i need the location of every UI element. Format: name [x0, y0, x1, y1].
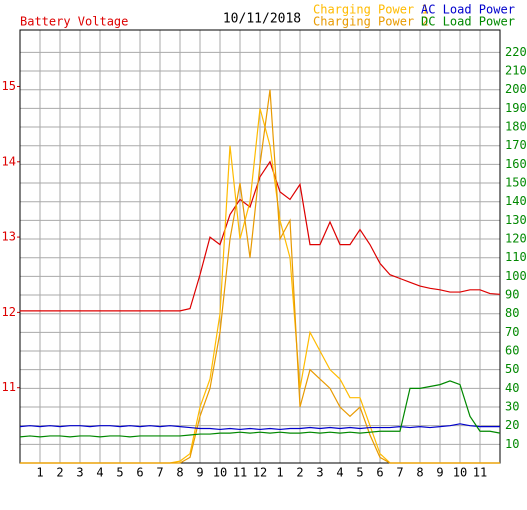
y2-tick-label: 210 — [505, 64, 527, 78]
series-line — [19, 423, 500, 431]
y2-tick-label: 180 — [505, 120, 527, 134]
x-tick-label: 1 — [36, 466, 43, 480]
y2-tick-label: 130 — [505, 213, 527, 227]
x-tick-label: 9 — [196, 466, 203, 480]
y2-tick-label: 160 — [505, 157, 527, 171]
legend-label: AC Load Power — [421, 3, 515, 17]
x-tick-label: 4 — [336, 466, 343, 480]
y2-tick-label: 140 — [505, 194, 527, 208]
legend-label: Battery Voltage — [20, 15, 128, 29]
x-tick-label: 9 — [436, 466, 443, 480]
x-tick-label: 10 — [453, 466, 467, 480]
y2-tick-label: 10 — [505, 437, 519, 451]
legend-label: DC Load Power — [421, 15, 515, 29]
series-line — [19, 380, 501, 438]
y2-tick-label: 90 — [505, 288, 519, 302]
x-tick-label: 8 — [176, 466, 183, 480]
y2-tick-label: 100 — [505, 269, 527, 283]
plot-border — [19, 29, 501, 464]
y2-tick-label: 70 — [505, 325, 519, 339]
x-tick-label: 1 — [276, 466, 283, 480]
y2-tick-label: 200 — [505, 82, 527, 96]
x-tick-label: 3 — [76, 466, 83, 480]
y2-tick-label: 60 — [505, 344, 519, 358]
y-tick-label: 12 — [2, 305, 16, 319]
x-tick-label: 5 — [356, 466, 363, 480]
x-tick-label: 12 — [253, 466, 267, 480]
y2-tick-label: 120 — [505, 232, 527, 246]
legend-label: Charging Power 2 — [313, 15, 429, 29]
y2-tick-label: 50 — [505, 362, 519, 376]
x-tick-label: 11 — [473, 466, 487, 480]
y2-tick-label: 110 — [505, 250, 527, 264]
x-tick-label: 11 — [233, 466, 247, 480]
series-line — [20, 89, 500, 464]
y-tick-label: 15 — [2, 79, 16, 93]
y-tick-label: 14 — [2, 154, 16, 168]
y2-tick-label: 80 — [505, 306, 519, 320]
x-tick-label: 5 — [116, 466, 123, 480]
y2-tick-label: 20 — [505, 418, 519, 432]
y2-tick-label: 220 — [505, 45, 527, 59]
x-tick-label: 6 — [136, 466, 143, 480]
y2-tick-label: 150 — [505, 176, 527, 190]
y2-tick-label: 40 — [505, 381, 519, 395]
x-tick-label: 10 — [213, 466, 227, 480]
legend-label: Charging Power 1 — [313, 3, 429, 17]
x-tick-label: 6 — [376, 466, 383, 480]
x-tick-label: 7 — [156, 466, 163, 480]
chart-title: 10/11/2018 — [223, 12, 301, 27]
x-tick-label: 2 — [56, 466, 63, 480]
y2-tick-label: 30 — [505, 400, 519, 414]
series-line — [20, 160, 501, 312]
y2-tick-label: 190 — [505, 101, 527, 115]
x-tick-label: 8 — [416, 466, 423, 480]
y-tick-label: 11 — [2, 380, 16, 394]
x-tick-label: 4 — [96, 466, 103, 480]
x-tick-label: 7 — [396, 466, 403, 480]
x-tick-label: 3 — [316, 466, 323, 480]
x-tick-label: 2 — [296, 466, 303, 480]
y-tick-label: 13 — [2, 230, 16, 244]
y2-tick-label: 170 — [505, 138, 527, 152]
